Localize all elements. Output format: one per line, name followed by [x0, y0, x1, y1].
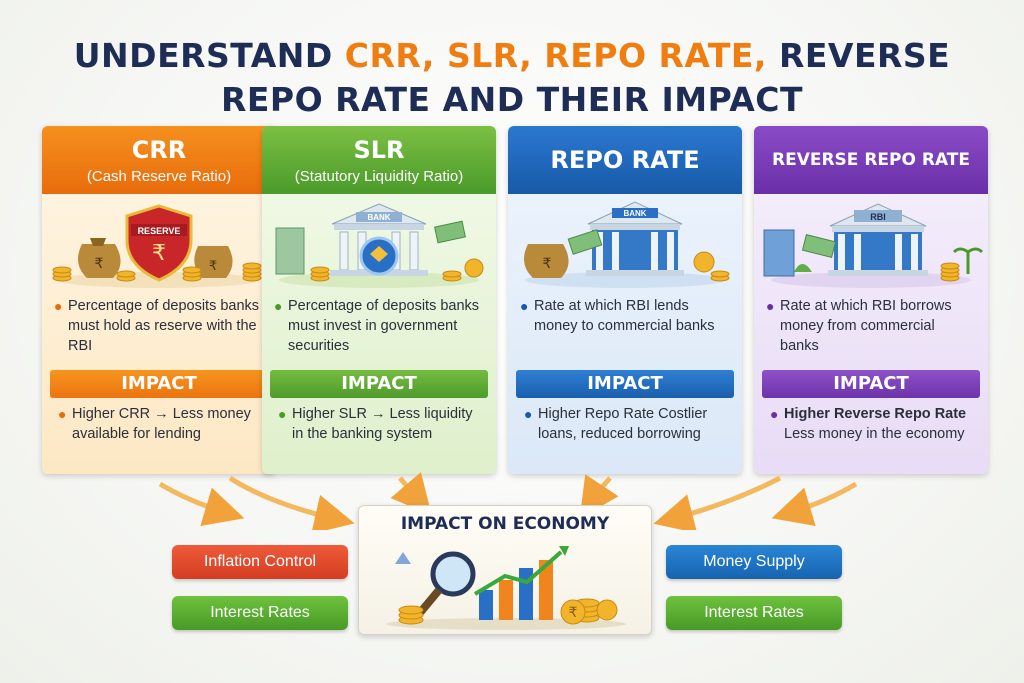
- card-reverse-repo-heading: REVERSE REPO RATE: [771, 150, 970, 170]
- money-supply-pill: Money Supply: [666, 545, 842, 579]
- bullet-icon: ●: [766, 298, 775, 314]
- bullet-icon: ●: [274, 298, 283, 314]
- card-crr-illustration: ₹ ₹ RESERVE ₹: [42, 194, 276, 288]
- card-slr-subheading: (Statutory Liquidity Ratio): [294, 167, 464, 185]
- economy-growth-chart-icon: ₹: [386, 546, 626, 630]
- card-slr-impact-label: IMPACT: [270, 370, 488, 398]
- card-slr-heading: SLR: [353, 135, 405, 164]
- svg-text:₹: ₹: [95, 255, 104, 271]
- svg-text:RESERVE: RESERVE: [138, 226, 181, 236]
- card-slr-description: ● Percentage of deposits banks must inve…: [274, 298, 480, 354]
- card-crr-description: ● Percentage of deposits banks must hold…: [54, 298, 260, 354]
- interest-rates-right-pill: Interest Rates: [666, 596, 842, 630]
- rbi-building-icon: RBI: [763, 203, 984, 288]
- bullet-icon: ●: [54, 298, 63, 314]
- page-title: UNDERSTAND CRR, SLR, REPO RATE, REVERSE …: [0, 34, 1024, 122]
- card-crr-heading: CRR: [131, 135, 187, 164]
- card-crr: CRR (Cash Reserve Ratio) ₹ ₹ RESERVE ₹ ●…: [42, 126, 276, 474]
- bank-building-icon: BANK: [275, 203, 484, 288]
- card-repo-heading: REPO RATE: [550, 146, 700, 174]
- card-repo-impact-label: IMPACT: [516, 370, 734, 398]
- bank-lending-icon: ₹ BANK: [524, 201, 730, 288]
- flow-arrows-icon: [158, 472, 858, 530]
- card-reverse-repo: REVERSE REPO RATE RBI ● Rate at which R: [754, 126, 988, 474]
- bullet-icon: ●: [770, 406, 779, 422]
- card-crr-header: CRR (Cash Reserve Ratio): [42, 126, 276, 194]
- card-crr-impact-label: IMPACT: [50, 370, 268, 398]
- card-repo: REPO RATE ₹ BANK ● Rate at which RBI len…: [508, 126, 742, 474]
- card-slr-impact-text: ● Higher SLR → Less liquidity in the ban…: [278, 406, 473, 442]
- card-reverse-repo-impact-label: IMPACT: [762, 370, 980, 398]
- svg-text:₹: ₹: [209, 258, 217, 273]
- svg-text:₹: ₹: [569, 604, 578, 620]
- svg-text:BANK: BANK: [367, 213, 390, 222]
- impact-on-economy-title: IMPACT ON ECONOMY: [400, 514, 610, 534]
- card-repo-illustration: ₹ BANK: [508, 194, 742, 288]
- card-reverse-repo-header: REVERSE REPO RATE: [754, 126, 988, 194]
- impact-on-economy-panel: IMPACT ON ECONOMY ₹: [358, 505, 652, 635]
- interest-rates-left-pill: Interest Rates: [172, 596, 348, 630]
- card-slr: SLR (Statutory Liquidity Ratio) BANK: [262, 126, 496, 474]
- card-reverse-repo-impact-text: ● Higher Reverse Repo Rate Less money in…: [770, 406, 967, 442]
- svg-text:RBI: RBI: [870, 212, 886, 222]
- svg-text:₹: ₹: [152, 240, 166, 265]
- card-slr-illustration: BANK: [262, 194, 496, 288]
- card-crr-impact-text: ● Higher CRR → Less money available for …: [58, 406, 251, 442]
- inflation-control-pill: Inflation Control: [172, 545, 348, 579]
- title-line-2: REPO RATE AND THEIR IMPACT: [220, 80, 804, 119]
- svg-text:BANK: BANK: [623, 209, 646, 218]
- bullet-icon: ●: [524, 406, 533, 422]
- bullet-icon: ●: [58, 406, 67, 422]
- card-reverse-repo-description: ● Rate at which RBI borrows money from c…: [766, 298, 952, 354]
- title-line-1: UNDERSTAND CRR, SLR, REPO RATE, REVERSE: [73, 36, 951, 75]
- card-reverse-repo-illustration: RBI: [754, 194, 988, 288]
- svg-text:₹: ₹: [543, 255, 552, 271]
- card-repo-header: REPO RATE: [508, 126, 742, 194]
- card-slr-header: SLR (Statutory Liquidity Ratio): [262, 126, 496, 194]
- card-repo-impact-text: ● Higher Repo Rate Costlier loans, reduc…: [524, 406, 708, 442]
- reserve-shield-icon: ₹ ₹ RESERVE ₹: [52, 204, 262, 288]
- bullet-icon: ●: [278, 406, 287, 422]
- card-repo-description: ● Rate at which RBI lends money to comme…: [520, 298, 715, 334]
- bullet-icon: ●: [520, 298, 529, 314]
- card-crr-subheading: (Cash Reserve Ratio): [86, 167, 232, 185]
